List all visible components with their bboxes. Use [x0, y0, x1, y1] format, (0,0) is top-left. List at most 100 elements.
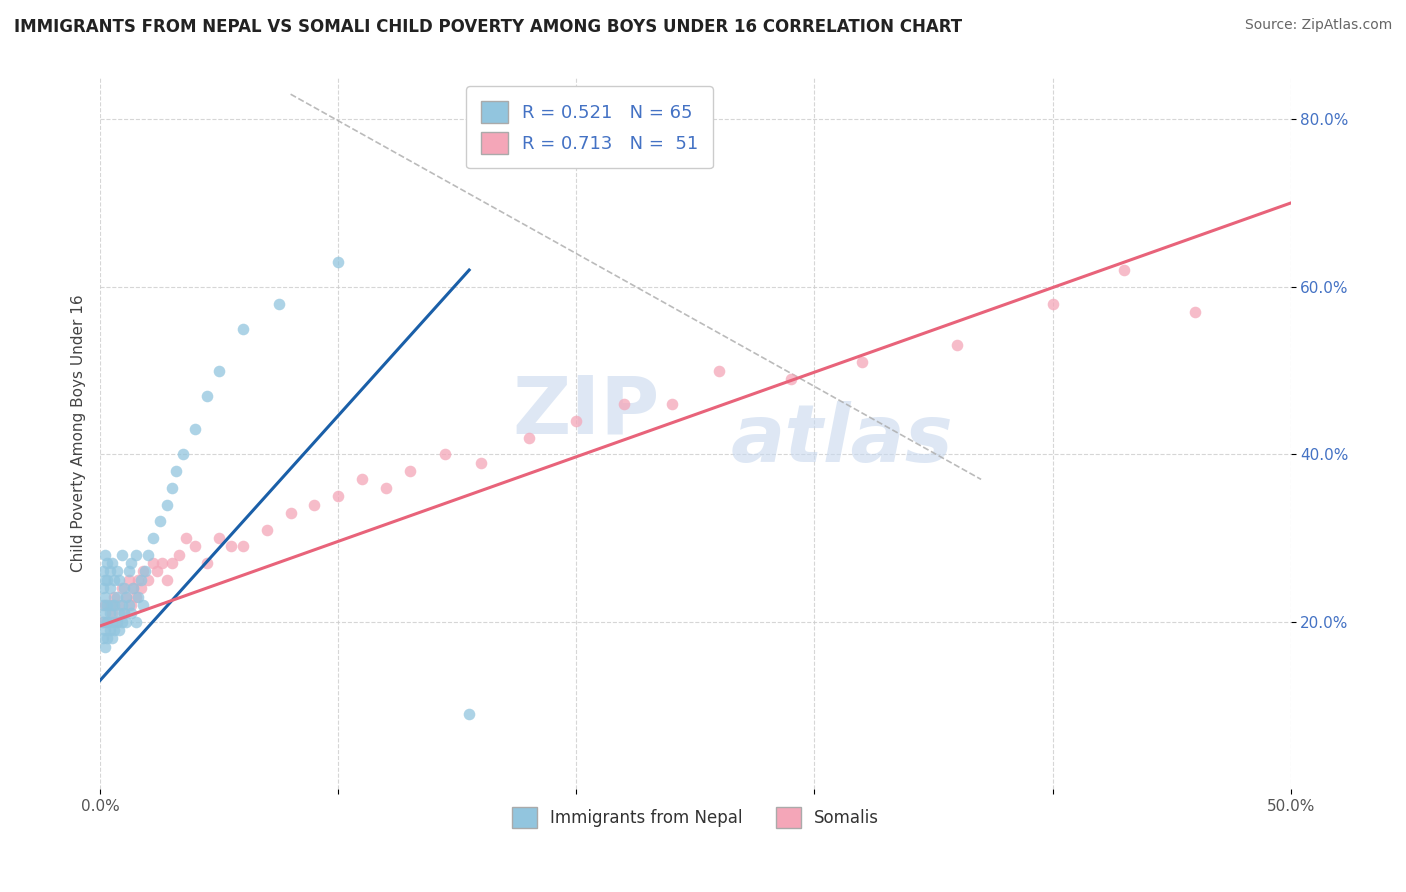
Point — [94, 623, 117, 637]
Point — [709, 363, 731, 377]
Point — [101, 607, 124, 621]
Point — [98, 565, 121, 579]
Point — [94, 548, 117, 562]
Point — [103, 573, 125, 587]
Point — [125, 548, 148, 562]
Point — [174, 531, 197, 545]
Point — [328, 489, 350, 503]
Text: Source: ZipAtlas.com: Source: ZipAtlas.com — [1244, 18, 1392, 32]
Point — [1042, 296, 1064, 310]
Point — [98, 598, 121, 612]
Text: IMMIGRANTS FROM NEPAL VS SOMALI CHILD POVERTY AMONG BOYS UNDER 16 CORRELATION CH: IMMIGRANTS FROM NEPAL VS SOMALI CHILD PO… — [14, 18, 962, 36]
Point — [150, 556, 173, 570]
Point — [132, 565, 155, 579]
Point — [120, 598, 142, 612]
Point — [219, 540, 242, 554]
Point — [98, 623, 121, 637]
Point — [105, 590, 128, 604]
Point — [134, 565, 156, 579]
Point — [110, 581, 132, 595]
Point — [256, 523, 278, 537]
Point — [851, 355, 873, 369]
Point — [112, 607, 135, 621]
Point — [132, 598, 155, 612]
Point — [108, 598, 131, 612]
Point — [108, 607, 131, 621]
Point — [267, 296, 290, 310]
Point — [165, 464, 187, 478]
Point — [195, 389, 218, 403]
Point — [136, 548, 159, 562]
Point — [141, 556, 163, 570]
Point — [141, 531, 163, 545]
Point — [122, 581, 145, 595]
Point — [232, 540, 254, 554]
Point — [94, 607, 117, 621]
Legend: Immigrants from Nepal, Somalis: Immigrants from Nepal, Somalis — [505, 801, 886, 834]
Point — [94, 573, 117, 587]
Point — [98, 607, 121, 621]
Text: ZIP: ZIP — [512, 373, 659, 451]
Point — [350, 472, 373, 486]
Point — [96, 615, 118, 629]
Text: atlas: atlas — [731, 401, 953, 479]
Point — [946, 338, 969, 352]
Point — [398, 464, 420, 478]
Point — [120, 556, 142, 570]
Point — [470, 456, 492, 470]
Point — [160, 556, 183, 570]
Point — [105, 565, 128, 579]
Point — [98, 581, 121, 595]
Point — [195, 556, 218, 570]
Point — [184, 422, 207, 436]
Point — [108, 573, 131, 587]
Point — [167, 548, 190, 562]
Point — [91, 581, 114, 595]
Point — [127, 573, 149, 587]
Point — [103, 598, 125, 612]
Y-axis label: Child Poverty Among Boys Under 16: Child Poverty Among Boys Under 16 — [72, 294, 86, 572]
Point — [91, 565, 114, 579]
Point — [118, 565, 141, 579]
Point — [96, 615, 118, 629]
Point — [110, 615, 132, 629]
Point — [101, 632, 124, 646]
Point — [105, 615, 128, 629]
Point — [112, 607, 135, 621]
Point — [91, 615, 114, 629]
Point — [101, 556, 124, 570]
Point — [127, 590, 149, 604]
Point — [184, 540, 207, 554]
Point — [136, 573, 159, 587]
Point — [91, 632, 114, 646]
Point — [94, 640, 117, 654]
Point — [328, 254, 350, 268]
Point — [122, 581, 145, 595]
Point — [101, 598, 124, 612]
Point — [779, 372, 801, 386]
Point — [105, 615, 128, 629]
Point — [517, 430, 540, 444]
Point — [661, 397, 683, 411]
Point — [129, 581, 152, 595]
Point — [208, 363, 231, 377]
Point — [172, 447, 194, 461]
Point — [125, 590, 148, 604]
Point — [565, 414, 588, 428]
Point — [1184, 305, 1206, 319]
Point — [208, 531, 231, 545]
Point — [304, 498, 326, 512]
Point — [458, 706, 481, 721]
Point — [112, 581, 135, 595]
Point — [96, 598, 118, 612]
Point — [115, 590, 138, 604]
Point — [160, 481, 183, 495]
Point — [103, 623, 125, 637]
Point — [94, 598, 117, 612]
Point — [96, 632, 118, 646]
Point — [108, 623, 131, 637]
Point — [118, 598, 141, 612]
Point — [96, 573, 118, 587]
Point — [1112, 263, 1135, 277]
Point — [156, 498, 179, 512]
